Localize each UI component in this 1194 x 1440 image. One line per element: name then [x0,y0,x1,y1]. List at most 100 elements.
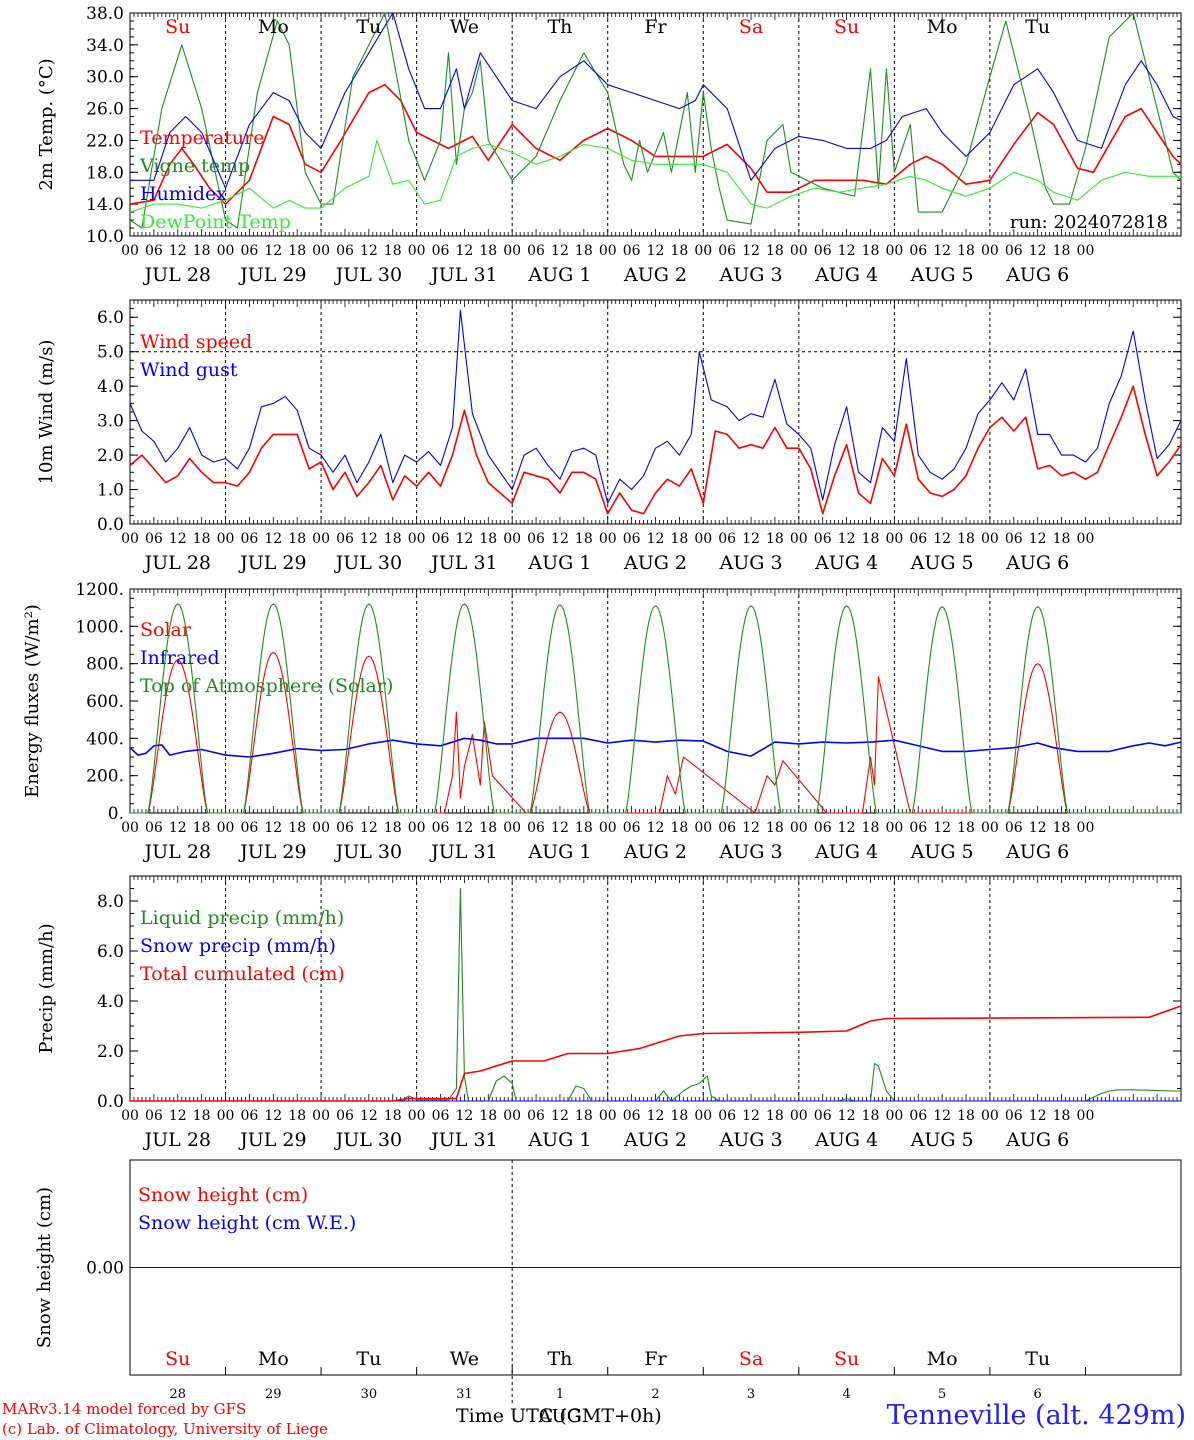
y-axis-label: 10m Wind (m/s) [36,340,57,485]
hour-tick-label: 00 [217,243,235,259]
hour-tick-label: 00 [599,1108,617,1124]
hour-tick-label: 06 [336,531,354,547]
hour-tick-label: 12 [647,531,665,547]
y-tick-label: 800. [86,655,124,675]
hour-tick-label: 12 [264,1108,282,1124]
hour-tick-label: 18 [575,243,593,259]
hour-tick-label: 12 [551,1108,569,1124]
hour-tick-label: 12 [647,243,665,259]
hour-tick-label: 18 [766,1108,784,1124]
legend-entry: Total cumulated (cm) [140,963,345,985]
hour-tick-label: 00 [790,1108,808,1124]
hour-tick-label: 06 [432,1108,450,1124]
hour-tick-label: 00 [981,820,999,836]
y-tick-label: 34.0 [86,36,124,56]
hour-tick-label: 06 [1005,243,1023,259]
hour-tick-label: 18 [193,1108,211,1124]
bottom-day-number: 28 [169,1387,186,1402]
date-label: AUG 5 [910,1129,974,1151]
date-label: JUL 30 [334,841,402,863]
date-label: AUG 6 [1005,841,1069,863]
hour-tick-label: 18 [575,820,593,836]
date-label: AUG 2 [623,841,687,863]
y-tick-label: 6.0 [97,942,124,962]
hour-tick-label: 00 [885,531,903,547]
bottom-day-number: 3 [747,1387,755,1402]
date-label: JUL 30 [334,264,402,286]
plot-frame [129,299,1182,525]
series-line-3 [129,139,1181,213]
hour-tick-label: 06 [527,531,545,547]
y-tick-label: 200. [86,767,124,787]
series-line-1 [129,309,1182,504]
hour-tick-label: 00 [599,531,617,547]
hour-tick-label: 06 [1005,1108,1023,1124]
hour-tick-label: 18 [766,243,784,259]
hour-tick-label: 00 [312,820,330,836]
date-label: AUG 2 [623,552,687,574]
hour-tick-label: 12 [1029,1108,1047,1124]
y-tick-label: 6.0 [97,308,124,328]
hour-tick-label: 06 [909,531,927,547]
legend-entry: Snow height (cm W.E.) [138,1212,356,1234]
hour-tick-label: 12 [647,820,665,836]
hour-tick-label: 18 [1053,531,1071,547]
y-tick-label: 400. [86,729,124,749]
date-label: JUL 29 [238,1129,306,1151]
weekday-label: Mo [258,1348,289,1370]
date-label: AUG 2 [623,264,687,286]
hour-tick-label: 00 [885,820,903,836]
date-label: JUL 30 [334,552,402,574]
hour-tick-label: 00 [217,531,235,547]
hour-tick-label: 18 [670,243,688,259]
hour-tick-label: 00 [121,1108,139,1124]
hour-tick-label: 06 [623,243,641,259]
hour-tick-label: 00 [408,531,426,547]
hour-tick-label: 06 [432,820,450,836]
hour-tick-label: 00 [599,243,617,259]
hour-tick-label: 12 [1029,820,1047,836]
hour-tick-label: 18 [288,1108,306,1124]
hour-tick-label: 18 [288,243,306,259]
hour-tick-label: 06 [718,1108,736,1124]
hour-tick-label: 18 [479,1108,497,1124]
weekday-label: Fr [644,1348,667,1370]
hour-tick-label: 00 [312,531,330,547]
y-tick-label: 0.0 [97,1092,124,1112]
weekday-label: Sa [739,1348,763,1370]
hour-tick-label: 18 [670,1108,688,1124]
weekday-label: We [450,16,479,38]
hour-tick-label: 06 [1005,820,1023,836]
hour-tick-label: 00 [408,1108,426,1124]
hour-tick-label: 18 [384,820,402,836]
y-tick-label: 38.0 [86,4,124,24]
series-line-1 [129,737,1182,758]
hour-tick-label: 18 [384,531,402,547]
panel-snow: 0.00 Snow height (cm) Snow height (cm) Snow… [34,1159,1182,1427]
hour-tick-label: 00 [312,1108,330,1124]
hour-tick-label: 00 [503,243,521,259]
hour-tick-label: 12 [360,1108,378,1124]
y-axis-label: Energy fluxes (W/m²) [22,604,43,798]
hour-tick-label: 06 [336,820,354,836]
series-line-2 [130,603,1181,814]
date-label: AUG 6 [1005,264,1069,286]
hour-tick-label: 12 [933,1108,951,1124]
date-label: JUL 31 [429,264,497,286]
hour-tick-label: 00 [885,1108,903,1124]
hour-tick-label: 00 [981,1108,999,1124]
legend-entry: Wind speed [140,331,252,353]
hour-tick-label: 06 [718,820,736,836]
hour-tick-label: 18 [193,243,211,259]
y-tick-label: 1200. [75,580,124,600]
y-tick-label: 3.0 [97,412,124,432]
hour-tick-label: 18 [670,820,688,836]
hour-tick-label: 18 [288,820,306,836]
weekday-label: Fr [644,16,667,38]
y-tick-label: 22.0 [86,131,124,151]
hour-tick-label: 00 [599,820,617,836]
date-label: JUL 29 [238,841,306,863]
bottom-day-number: 6 [1034,1387,1042,1402]
hour-tick-label: 06 [814,243,832,259]
date-label: AUG 1 [527,552,591,574]
